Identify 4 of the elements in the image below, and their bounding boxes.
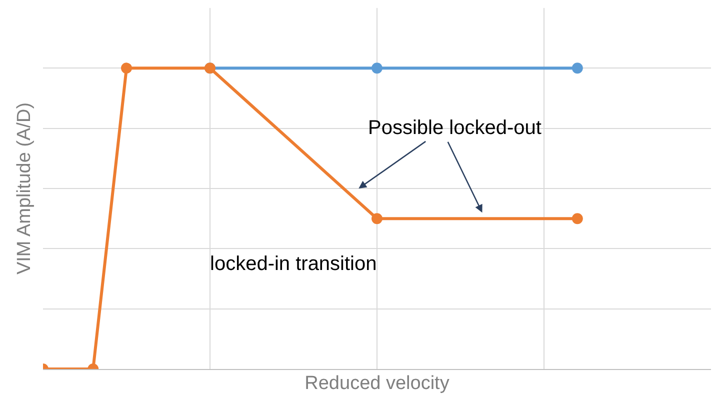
x-axis-title: Reduced velocity [304, 372, 450, 394]
annotation: Possible locked-out [368, 117, 542, 139]
annotation: locked-in transition [210, 253, 377, 275]
y-axis-title: VIM Amplitude (A/D) [14, 102, 35, 275]
